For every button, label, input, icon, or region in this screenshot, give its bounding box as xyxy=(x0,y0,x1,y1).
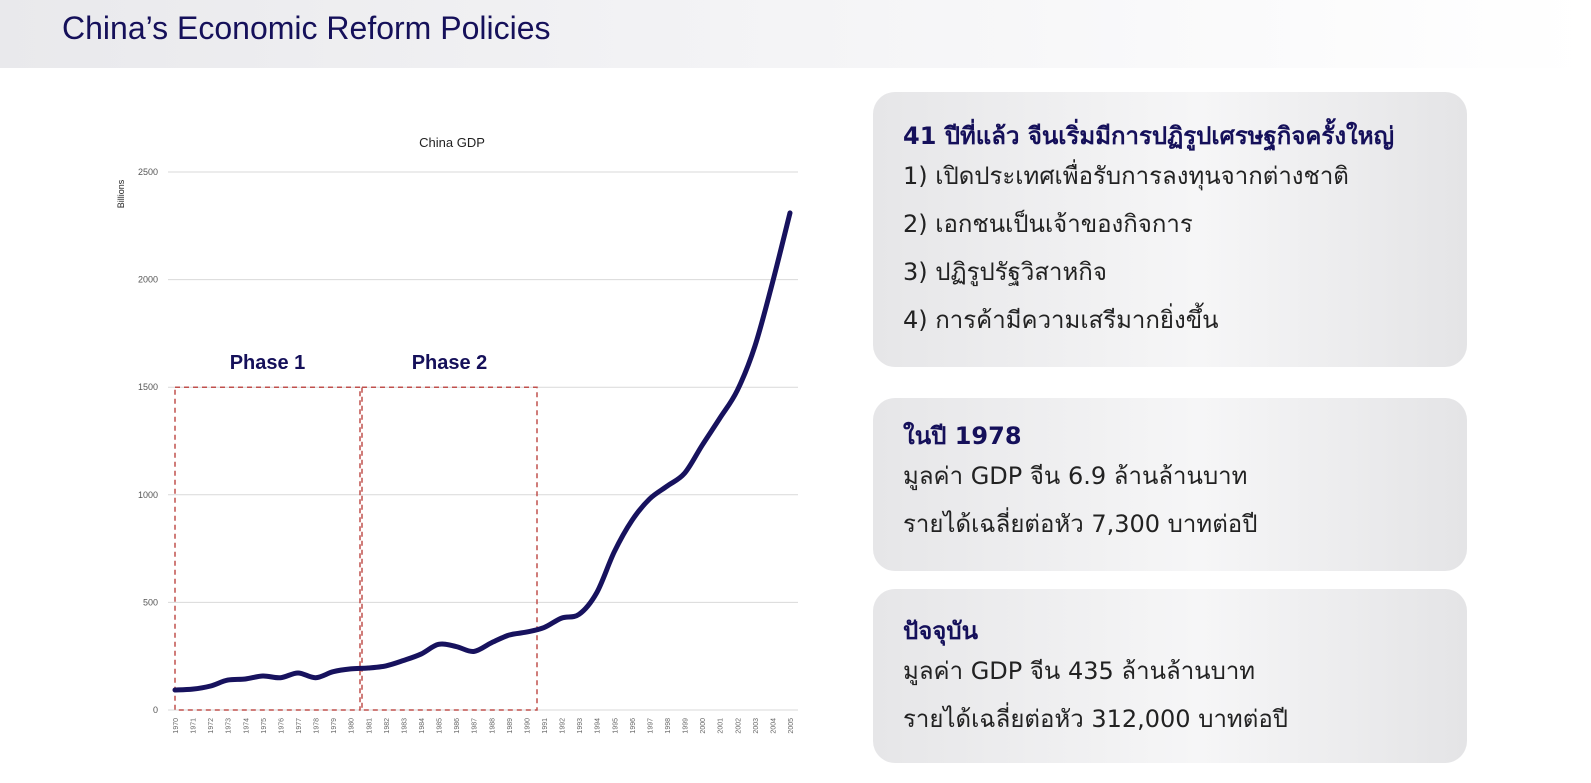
x-tick-label: 1988 xyxy=(489,718,496,734)
x-tick-label: 1998 xyxy=(665,718,672,734)
y-tick-label: 2000 xyxy=(138,275,158,285)
x-tick-label: 1975 xyxy=(261,718,268,734)
x-tick-label: 2001 xyxy=(718,718,725,734)
x-tick-label: 1997 xyxy=(647,718,654,734)
x-tick-label: 1986 xyxy=(454,718,461,734)
x-tick-label: 1979 xyxy=(331,718,338,734)
phase-box xyxy=(174,386,361,711)
y-tick-label: 0 xyxy=(153,705,158,715)
x-tick-label: 1984 xyxy=(419,718,426,734)
present-heading: ปัจจุบัน xyxy=(903,617,978,645)
x-tick-label: 1985 xyxy=(437,718,444,734)
x-tick-label: 1994 xyxy=(595,718,602,734)
phase-label: Phase 2 xyxy=(412,352,488,374)
x-tick-label: 1972 xyxy=(208,718,215,734)
gdp-1978: มูลค่า GDP จีน 6.9 ล้านล้านบาท xyxy=(903,462,1248,490)
x-tick-label: 1989 xyxy=(507,718,514,734)
income-present: รายได้เฉลี่ยต่อหัว 312,000 บาทต่อปี xyxy=(903,705,1288,733)
y-tick-label: 500 xyxy=(143,597,158,607)
x-tick-label: 1971 xyxy=(191,718,198,734)
x-tick-label: 1974 xyxy=(243,718,250,734)
x-tick-label: 2002 xyxy=(735,718,742,734)
x-tick-label: 2005 xyxy=(788,718,795,734)
reform-panel: 41 ปีที่แล้ว จีนเริ่มมีการปฏิรูปเศรษฐกิจ… xyxy=(873,92,1467,367)
x-tick-label: 1983 xyxy=(401,718,408,734)
x-tick-label: 2000 xyxy=(700,718,707,734)
y-tick-label: 2500 xyxy=(138,167,158,177)
x-tick-label: 1982 xyxy=(384,718,391,734)
x-tick-label: 1992 xyxy=(560,718,567,734)
header-bar: China’s Economic Reform Policies xyxy=(0,0,1591,68)
y-tick-label: 1000 xyxy=(138,490,158,500)
x-tick-label: 1973 xyxy=(226,718,233,734)
x-tick-label: 2003 xyxy=(753,718,760,734)
year-1978-panel: ในปี 1978 มูลค่า GDP จีน 6.9 ล้านล้านบาท… xyxy=(873,398,1467,571)
phase-label: Phase 1 xyxy=(230,352,306,374)
x-tick-label: 1978 xyxy=(314,718,321,734)
x-tick-label: 1980 xyxy=(349,718,356,734)
x-tick-label: 1976 xyxy=(278,718,285,734)
reform-item: 3) ปฏิรูปรัฐวิสาหกิจ xyxy=(903,258,1107,286)
x-tick-label: 2004 xyxy=(770,718,777,734)
china-gdp-chart: China GDP Billions 0 500 1000 1500 2000 2500 197… xyxy=(116,135,798,734)
income-1978: รายได้เฉลี่ยต่อหัว 7,300 บาทต่อปี xyxy=(903,510,1258,538)
x-tick-label: 1995 xyxy=(612,718,619,734)
x-tick-label: 1991 xyxy=(542,718,549,734)
x-tick-label: 1993 xyxy=(577,718,584,734)
reform-item: 2) เอกชนเป็นเจ้าของกิจการ xyxy=(903,210,1193,238)
chart-title: China GDP xyxy=(419,135,485,150)
reform-heading: 41 ปีที่แล้ว จีนเริ่มมีการปฏิรูปเศรษฐกิจ… xyxy=(903,122,1395,150)
reform-item: 4) การค้ามีความเสรีมากยิ่งขึ้น xyxy=(903,306,1219,334)
reform-item: 1) เปิดประเทศเพื่อรับการลงทุนจากต่างชาติ xyxy=(903,162,1349,190)
year-1978-heading: ในปี 1978 xyxy=(903,422,1022,450)
page-title: China’s Economic Reform Policies xyxy=(62,10,551,46)
x-tick-label: 1987 xyxy=(472,718,479,734)
present-panel: ปัจจุบัน มูลค่า GDP จีน 435 ล้านล้านบาท … xyxy=(873,589,1467,763)
x-tick-label: 1999 xyxy=(683,718,690,734)
x-tick-label: 1981 xyxy=(366,718,373,734)
x-tick-label: 1977 xyxy=(296,718,303,734)
gdp-present: มูลค่า GDP จีน 435 ล้านล้านบาท xyxy=(903,657,1256,685)
phase-box xyxy=(361,386,538,711)
y-axis-label: Billions xyxy=(116,179,126,208)
x-tick-label: 1996 xyxy=(630,718,637,734)
gdp-series-line xyxy=(172,210,793,693)
x-tick-label: 1990 xyxy=(524,718,531,734)
y-tick-label: 1500 xyxy=(138,382,158,392)
x-tick-label: 1970 xyxy=(173,718,180,734)
